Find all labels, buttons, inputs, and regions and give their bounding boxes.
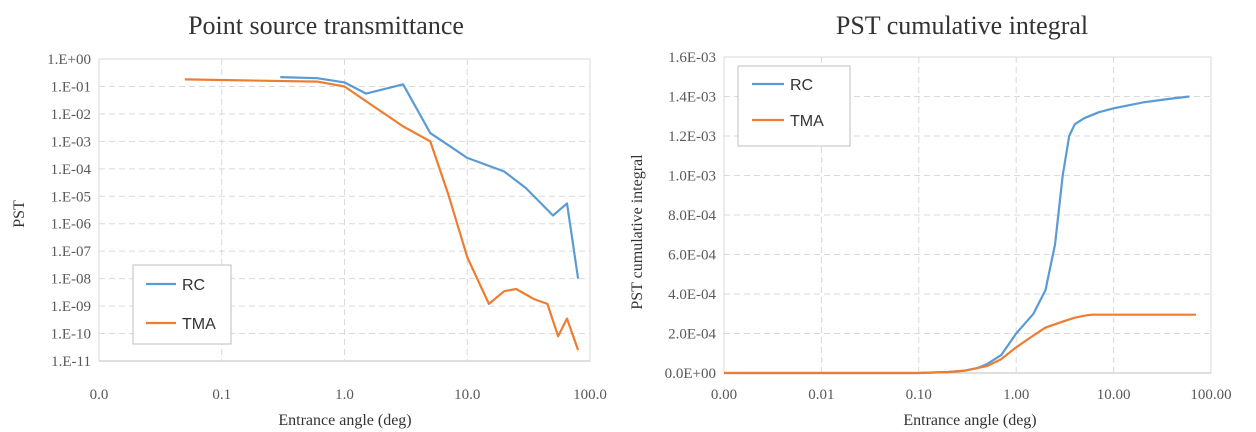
chart-left-title: Point source transmittance	[188, 11, 464, 40]
chart-right-title: PST cumulative integral	[836, 11, 1088, 40]
chart-right-legend: RC TMA	[737, 65, 851, 147]
y-tick-label: 1.4E-03	[668, 90, 716, 106]
legend-label-rc: RC	[182, 277, 205, 294]
legend-label-tma: TMA	[182, 316, 216, 333]
y-tick-label: 8.0E-04	[668, 208, 716, 224]
chart-right-x-axis-label: Entrance angle (deg)	[903, 412, 1036, 429]
y-tick-label: 1.E-11	[51, 354, 91, 370]
y-tick-label: 1.E-02	[51, 107, 91, 123]
chart-left-legend-box	[132, 264, 232, 345]
y-tick-label: 6.0E-04	[668, 248, 716, 264]
series-line-tma	[724, 313, 1196, 375]
x-tick-label: 100.00	[1190, 387, 1231, 403]
chart-left-series	[184, 76, 580, 351]
y-tick-label: 1.2E-03	[668, 129, 716, 145]
chart-right-y-axis-label: PST cumulative integral	[629, 154, 646, 310]
chart-left-gridlines	[99, 58, 590, 362]
chart-right: PST cumulative integral 0.0E+00 2.0E-04 4.…	[629, 11, 1232, 429]
y-tick-label: 2.0E-04	[668, 327, 716, 343]
chart-left-x-tick-labels: 0.0 0.1 1.0 10.0 100.0	[90, 387, 607, 403]
y-tick-label: 1.E-04	[51, 162, 92, 178]
y-tick-label: 1.E-06	[51, 217, 92, 233]
y-tick-label: 1.E-09	[51, 299, 91, 315]
chart-right-legend-box	[737, 65, 851, 147]
y-tick-label: 0.0E+00	[665, 366, 716, 382]
x-tick-label: 0.01	[808, 387, 834, 403]
chart-left-y-axis-label: PST	[11, 200, 28, 228]
y-tick-label: 1.0E-03	[668, 169, 716, 185]
chart-left-y-tick-labels: 1.E+00 1.E-01 1.E-02 1.E-03 1.E-04 1.E-05 1.E-…	[47, 52, 91, 370]
y-tick-label: 1.E-01	[51, 79, 91, 95]
y-tick-label: 1.E-05	[51, 189, 91, 205]
chart-left: Point source transmittance 1.E+001.E-011…	[11, 11, 607, 429]
y-tick-label: 1.6E-03	[668, 50, 716, 66]
chart-right-series	[724, 95, 1196, 375]
y-tick-label: 1.E-08	[51, 272, 91, 288]
x-tick-label: 0.10	[906, 387, 932, 403]
chart-left-legend: RC TMA	[132, 264, 232, 345]
x-tick-label: 1.0	[335, 387, 354, 403]
series-line-rc	[280, 76, 580, 279]
legend-label-rc: RC	[790, 77, 813, 94]
chart-right-gridlines	[724, 56, 1211, 374]
x-tick-label: 10.0	[454, 387, 480, 403]
y-tick-label: 1.E-07	[51, 244, 92, 260]
chart-right-x-tick-labels: 0.00 0.01 0.10 1.00 10.00 100.00	[711, 387, 1232, 403]
x-tick-label: 10.00	[1097, 387, 1131, 403]
legend-label-tma: TMA	[790, 113, 824, 130]
series-line-tma	[184, 78, 580, 351]
y-tick-label: 1.E-10	[51, 327, 91, 343]
y-tick-label: 4.0E-04	[668, 287, 716, 303]
x-tick-label: 0.00	[711, 387, 737, 403]
x-tick-label: 1.00	[1003, 387, 1029, 403]
x-tick-label: 0.1	[212, 387, 231, 403]
chart-right-y-tick-labels: 0.0E+00 2.0E-04 4.0E-04 6.0E-04 8.0E-04 1.0E-…	[665, 50, 717, 382]
y-tick-label: 1.E+00	[47, 52, 91, 68]
x-tick-label: 0.0	[90, 387, 109, 403]
chart-left-x-axis-label: Entrance angle (deg)	[278, 412, 411, 429]
x-tick-label: 100.0	[573, 387, 607, 403]
y-tick-label: 1.E-03	[51, 134, 91, 150]
